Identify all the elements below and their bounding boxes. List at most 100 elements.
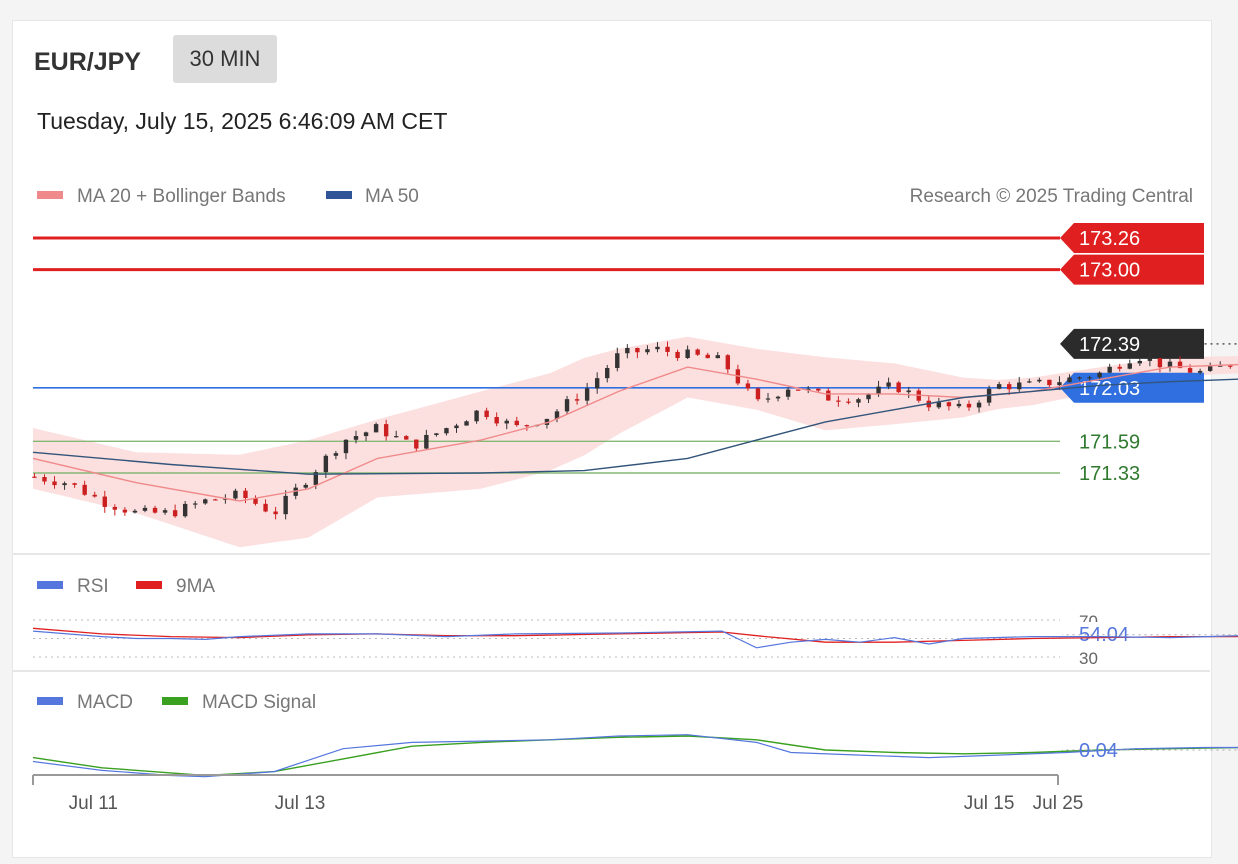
candle-body bbox=[1097, 372, 1102, 378]
legend-rsi-label: RSI bbox=[77, 576, 109, 597]
candle-body bbox=[363, 432, 369, 437]
rsi-label-bg bbox=[1068, 622, 1138, 646]
legend-ma20-label: MA 20 + Bollinger Bands bbox=[77, 186, 286, 207]
candle-body bbox=[755, 388, 761, 400]
candle-body bbox=[1127, 363, 1132, 369]
candle-body bbox=[172, 510, 178, 517]
rsi-9ma-line bbox=[32, 627, 1238, 643]
legend-macd-signal-label: MACD Signal bbox=[202, 692, 316, 713]
candle-body bbox=[705, 354, 710, 359]
candle-body bbox=[394, 436, 399, 438]
last-price-tag bbox=[1060, 328, 1204, 359]
candle-body bbox=[484, 410, 489, 418]
candle-body bbox=[1177, 361, 1183, 369]
macd-panel: 0.04 bbox=[32, 734, 1238, 778]
candle-body bbox=[444, 428, 449, 434]
candle-body bbox=[574, 399, 580, 401]
time-axis: Jul 11 Jul 13 Jul 15 Jul 25 bbox=[32, 774, 1084, 814]
candle-body bbox=[464, 421, 469, 426]
ma20-line bbox=[32, 363, 1238, 502]
candle-body bbox=[685, 349, 690, 359]
candle-body bbox=[775, 396, 781, 399]
macd-signal-line bbox=[32, 735, 1238, 777]
candle-body bbox=[966, 403, 972, 408]
candle-body bbox=[936, 402, 942, 408]
support-price-label: 171.33 bbox=[1079, 463, 1140, 485]
candle-body bbox=[404, 436, 409, 440]
candle-body bbox=[1197, 370, 1203, 373]
candle-body bbox=[554, 411, 560, 419]
resistance-price-label: 173.26 bbox=[1079, 228, 1140, 250]
candle-body bbox=[233, 490, 238, 499]
candle-body bbox=[976, 402, 982, 408]
timeframe-badge[interactable]: 30 MIN bbox=[173, 35, 277, 83]
ma50-line bbox=[32, 378, 1238, 475]
candle-body bbox=[826, 390, 831, 401]
last-price-label: 172.39 bbox=[1079, 334, 1140, 356]
candle-body bbox=[504, 420, 509, 424]
candle-body bbox=[323, 455, 329, 473]
candle-body bbox=[725, 355, 731, 370]
candle-body bbox=[1037, 379, 1042, 382]
legend-ma50-label: MA 50 bbox=[365, 186, 419, 207]
legend-ma50-swatch bbox=[326, 191, 352, 199]
legend-macd-label: MACD bbox=[77, 692, 133, 713]
candle-body bbox=[846, 401, 851, 403]
candle-body bbox=[524, 425, 530, 427]
x-tick-label: Jul 15 bbox=[964, 793, 1015, 814]
candle-body bbox=[605, 367, 610, 379]
legend-rsi-swatch bbox=[37, 581, 63, 589]
currency-pair-title: EUR/JPY bbox=[34, 48, 141, 76]
candle-body bbox=[956, 403, 962, 407]
candle-body bbox=[584, 388, 590, 401]
candle-body bbox=[162, 510, 168, 513]
chart-card: EUR/JPY 30 MIN Tuesday, July 15, 2025 6:… bbox=[12, 20, 1212, 858]
candle-body bbox=[263, 503, 268, 512]
x-tick-label: Jul 25 bbox=[1033, 793, 1084, 814]
rsi-line bbox=[32, 630, 1238, 649]
candle-body bbox=[635, 348, 640, 353]
candle-body bbox=[1117, 366, 1122, 369]
candle-body bbox=[142, 507, 148, 511]
candle-body bbox=[32, 476, 37, 478]
candle-body bbox=[132, 510, 138, 513]
candle-body bbox=[273, 511, 278, 515]
x-tick-label: Jul 13 bbox=[275, 793, 326, 814]
candle-body bbox=[253, 498, 258, 504]
candle-body bbox=[373, 424, 379, 433]
candle-body bbox=[152, 507, 158, 513]
candle-body bbox=[102, 496, 107, 507]
candle-body bbox=[283, 495, 288, 515]
candle-body bbox=[313, 472, 319, 485]
legend-macd-signal-swatch bbox=[162, 697, 188, 705]
x-tick-label: Jul 11 bbox=[69, 793, 118, 814]
candle-body bbox=[1107, 366, 1112, 373]
candle-body bbox=[243, 490, 248, 499]
candle-body bbox=[1228, 365, 1233, 367]
support-price-label: 171.59 bbox=[1079, 431, 1140, 453]
resistance-price-tag bbox=[1060, 254, 1204, 285]
candle-body bbox=[454, 425, 459, 429]
pivot-price-label: 172.03 bbox=[1079, 378, 1140, 400]
candle-body bbox=[424, 434, 429, 449]
candle-body bbox=[62, 483, 67, 486]
macd-value-label: 0.04 bbox=[1079, 740, 1118, 762]
candle-body bbox=[52, 481, 57, 486]
candle-body bbox=[1077, 377, 1082, 379]
candle-body bbox=[765, 398, 771, 400]
candle-body bbox=[1087, 377, 1092, 379]
candle-body bbox=[745, 383, 751, 389]
price-panel: 173.26 173.00 172.39 172.03 171.59 171.33 bbox=[32, 223, 1238, 548]
candle-body bbox=[182, 503, 188, 517]
candle-body bbox=[434, 433, 439, 435]
timestamp: Tuesday, July 15, 2025 6:46:09 AM CET bbox=[37, 108, 448, 134]
candle-body bbox=[665, 346, 670, 352]
candle-body bbox=[112, 506, 118, 510]
candle-body bbox=[42, 477, 47, 482]
candle-body bbox=[1017, 382, 1022, 390]
candle-body bbox=[946, 402, 952, 407]
candle-body bbox=[1006, 384, 1012, 390]
candle-body bbox=[996, 384, 1002, 389]
candle-body bbox=[1147, 358, 1153, 361]
candle-body bbox=[836, 400, 841, 402]
